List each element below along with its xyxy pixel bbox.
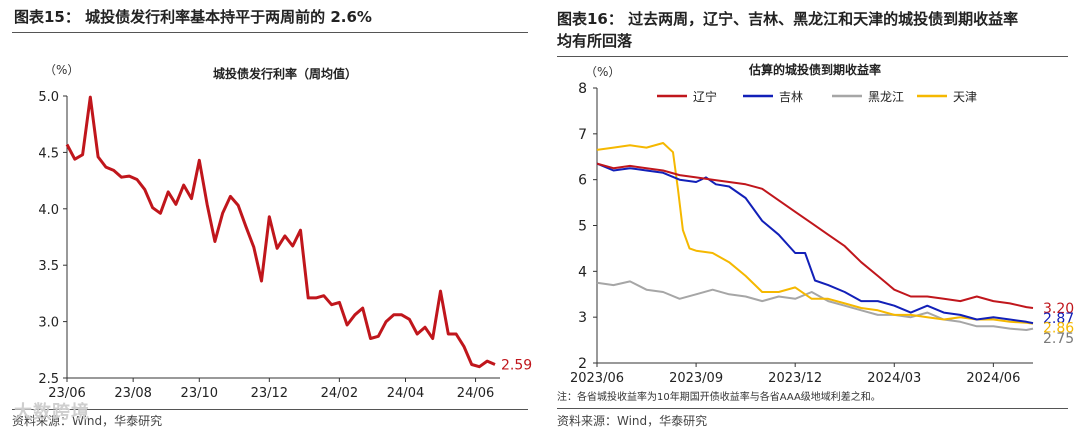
left-x-tick-label: 24/02 xyxy=(321,386,358,401)
left-x-tick-label: 23/08 xyxy=(114,386,151,401)
right-series-line xyxy=(596,162,1034,309)
left-line-chart: （%） 城投债发行利率（周均值） 2.5 3.0 3.5 4.0 4.5 5.0 23/06… xyxy=(38,63,532,401)
left-figure: 图表15： 城投债发行利率基本持平于两周前的 2.6% （%） 城投债发行利率（… xyxy=(0,0,540,431)
right-y-tick-label: 5 xyxy=(578,219,587,235)
legend-label: 黑龙江 xyxy=(868,90,904,104)
right-chart-title: 估算的城投债到期收益率 xyxy=(748,62,881,77)
right-x-tick-label: 2024/06 xyxy=(966,371,1020,386)
right-y-tick-label: 2 xyxy=(578,356,587,372)
left-y-tick-label: 3.5 xyxy=(38,259,59,274)
right-source: 资料来源：Wind，华泰研究 xyxy=(557,414,708,428)
left-y-tick-label: 4.0 xyxy=(38,203,59,218)
right-y-tick-label: 7 xyxy=(578,127,587,143)
right-series-line xyxy=(596,280,1034,331)
left-y-tick-label: 3.0 xyxy=(38,316,59,331)
left-x-tick-label: 24/06 xyxy=(457,386,494,401)
right-note: 注：各省城投收益率为10年期国开债收益率与各省AAA级地域利差之和。 xyxy=(557,392,881,403)
right-x-tick-label: 2023/12 xyxy=(768,371,822,386)
right-y-axis-label: （%） xyxy=(585,65,620,79)
right-figure: 图表16： 过去两周，辽宁、吉林、黑龙江和天津的城投债到期收益率 均有所回落 （… xyxy=(545,0,1080,431)
right-figure-title: 图表16： 过去两周，辽宁、吉林、黑龙江和天津的城投债到期收益率 均有所回落 xyxy=(557,8,1070,52)
left-chart-title: 城投债发行利率（周均值） xyxy=(213,66,357,81)
left-y-axis-label: （%） xyxy=(44,63,79,77)
right-y-tick-label: 4 xyxy=(578,264,587,280)
left-source: 资料来源：Wind，华泰研究 xyxy=(12,414,163,428)
right-bottom-rule xyxy=(557,408,1068,409)
right-end-value-label: 2.87 xyxy=(1043,311,1074,327)
right-series-line xyxy=(596,142,1034,325)
left-bottom-rule xyxy=(12,409,528,410)
legend-label: 吉林 xyxy=(779,90,803,104)
right-x-tick-label: 2023/09 xyxy=(669,371,723,386)
right-figure-title-line1: 图表16： 过去两周，辽宁、吉林、黑龙江和天津的城投债到期收益率 xyxy=(557,10,1019,28)
left-title-rule xyxy=(12,32,528,33)
right-y-tick-label: 6 xyxy=(578,173,587,189)
right-y-tick-label: 3 xyxy=(578,310,587,326)
left-x-tick-label: 23/12 xyxy=(251,386,288,401)
right-y-tick-label: 8 xyxy=(578,81,587,97)
right-series-line xyxy=(596,162,1034,325)
left-y-tick-label: 2.5 xyxy=(38,372,59,387)
right-line-chart: （%） 估算的城投债到期收益率 辽宁 吉林 黑龙江 天津 2 3 4 5 6 7 8 2023/06… xyxy=(570,62,1074,386)
left-x-tick-label: 24/04 xyxy=(387,386,424,401)
left-x-tick-label: 23/10 xyxy=(181,386,218,401)
left-series-line xyxy=(65,95,496,369)
left-y-tick-label: 4.5 xyxy=(38,146,59,161)
legend-label: 辽宁 xyxy=(693,89,717,104)
legend-label: 天津 xyxy=(953,90,977,104)
left-end-value-label: 2.59 xyxy=(501,357,532,373)
watermark-logo: 大数跨境 xyxy=(14,402,90,423)
left-figure-title: 图表15： 城投债发行利率基本持平于两周前的 2.6% xyxy=(14,8,372,26)
right-x-tick-label: 2024/03 xyxy=(867,371,921,386)
left-y-tick-label: 5.0 xyxy=(38,90,59,105)
left-x-tick-label: 23/06 xyxy=(48,386,85,401)
right-end-value-label: 2.86 xyxy=(1043,320,1074,336)
right-end-value-label: 2.75 xyxy=(1043,331,1074,347)
right-title-rule xyxy=(557,56,1068,57)
right-figure-title-line2: 均有所回落 xyxy=(557,32,633,50)
right-end-value-label: 3.20 xyxy=(1043,301,1074,317)
right-x-tick-label: 2023/06 xyxy=(570,371,624,386)
